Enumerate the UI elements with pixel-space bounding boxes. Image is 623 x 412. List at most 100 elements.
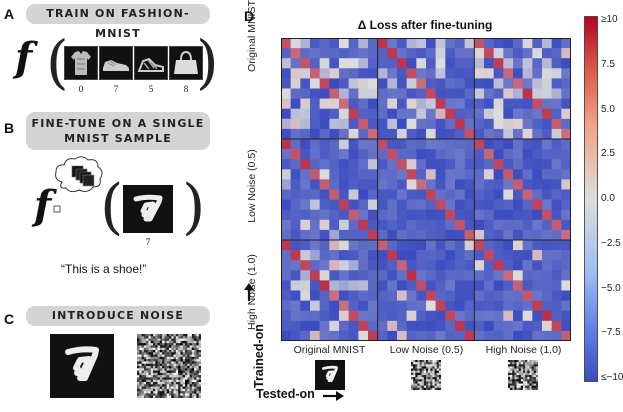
noise-pixel xyxy=(150,345,154,348)
noise-pixel xyxy=(187,377,190,380)
heatmap-cell xyxy=(522,169,533,180)
heatmap-cell xyxy=(445,48,456,59)
noise-pixel xyxy=(415,381,418,384)
heatmap-cell xyxy=(493,78,504,89)
noise-pixel xyxy=(525,387,528,391)
noise-pixel xyxy=(175,352,179,355)
heatmap-cell xyxy=(551,199,562,210)
noise-pixel xyxy=(153,370,156,374)
heatmap-cell xyxy=(339,58,349,69)
heatmap-cell xyxy=(426,219,436,231)
noise-pixel xyxy=(166,366,170,369)
heatmap-cell xyxy=(455,290,465,301)
heatmap-cell xyxy=(455,250,465,261)
noise-pixel xyxy=(166,350,170,353)
noise-pixel xyxy=(155,361,158,364)
noise-pixel xyxy=(182,375,186,378)
noise-pixel xyxy=(150,372,154,376)
heatmap-cell xyxy=(493,209,504,221)
heatmap-cell xyxy=(551,98,562,109)
noise-pixel xyxy=(198,361,202,364)
heatmap-cell xyxy=(406,330,417,341)
heatmap-cell xyxy=(426,250,436,261)
noise-pixel xyxy=(180,338,183,342)
noise-pixel xyxy=(426,360,429,363)
noise-pixel xyxy=(182,388,186,392)
noise-pixel xyxy=(430,377,433,380)
heatmap-cell xyxy=(300,68,311,79)
noise-pixel xyxy=(150,361,154,364)
heatmap-cell xyxy=(493,98,504,109)
noise-pixel xyxy=(191,377,195,380)
noise-pixel xyxy=(146,343,149,346)
noise-pixel xyxy=(182,338,186,342)
noise-pixel xyxy=(157,391,161,394)
heatmap-cell xyxy=(329,78,340,89)
noise-pixel xyxy=(155,375,158,378)
noise-pixel xyxy=(417,362,420,365)
noise-pixel xyxy=(198,363,202,367)
noise-pixel xyxy=(153,382,156,385)
noise-pixel xyxy=(150,377,154,380)
noise-pixel xyxy=(426,385,429,389)
noise-pixel xyxy=(518,366,522,369)
noise-pixel xyxy=(191,372,195,376)
noise-pixel xyxy=(164,334,167,337)
noise-pixel xyxy=(432,383,435,386)
heatmap-cell xyxy=(561,159,571,170)
noise-pixel xyxy=(510,387,513,391)
noise-pixel xyxy=(187,375,190,378)
noise-pixel xyxy=(153,372,156,376)
noise-pixel xyxy=(164,359,167,362)
noise-pixel xyxy=(430,368,433,371)
noise-pixel xyxy=(173,393,177,396)
heatmap-cell xyxy=(445,68,456,79)
noise-pixel xyxy=(159,393,163,396)
noise-pixel xyxy=(421,364,425,367)
heatmap-cell xyxy=(484,118,494,130)
noise-pixel xyxy=(148,336,151,339)
left-paren-a: ( xyxy=(46,28,69,96)
noise-pixel xyxy=(510,366,513,369)
heatmap-cell xyxy=(435,260,446,271)
noise-pixel xyxy=(150,395,154,399)
heatmap-cell xyxy=(329,128,340,140)
noise-pixel xyxy=(411,372,414,376)
heatmap-cell xyxy=(455,300,465,311)
noise-pixel xyxy=(139,377,142,380)
noise-pixel xyxy=(143,343,147,346)
heatmap-cell xyxy=(445,300,456,311)
noise-pixel xyxy=(527,387,530,391)
noise-pixel xyxy=(175,372,179,376)
noise-pixel xyxy=(180,391,183,394)
noise-pixel xyxy=(173,384,177,387)
noise-pixel xyxy=(153,350,156,353)
heatmap-cell xyxy=(455,58,465,69)
noise-pixel xyxy=(415,362,418,365)
heatmap-cell xyxy=(435,159,446,170)
noise-pixel xyxy=(516,372,519,376)
noise-pixel xyxy=(518,377,522,380)
noise-pixel xyxy=(171,382,174,385)
heatmap-cell xyxy=(513,290,523,301)
heatmap-cell xyxy=(377,48,388,59)
noise-pixel xyxy=(411,381,414,384)
heatmap-cell xyxy=(474,290,485,301)
noise-pixel xyxy=(185,368,188,371)
heatmap-cell xyxy=(281,250,291,261)
noise-pixel xyxy=(159,366,163,369)
heatmap-cell xyxy=(397,38,407,49)
noise-pixel xyxy=(159,370,163,374)
heatmap-cell xyxy=(319,189,330,200)
noise-pixel xyxy=(516,370,519,374)
noise-pixel xyxy=(159,377,163,380)
heatmap-cell xyxy=(387,310,398,322)
heatmap-cell xyxy=(445,250,456,261)
noise-pixel xyxy=(171,359,174,362)
heatmap-cell xyxy=(368,240,378,251)
heatmap-cell xyxy=(290,320,301,332)
noise-pixel xyxy=(137,384,140,387)
noise-pixel xyxy=(438,387,442,391)
heatmap-cell xyxy=(426,179,436,190)
heatmap-cell xyxy=(426,330,436,341)
